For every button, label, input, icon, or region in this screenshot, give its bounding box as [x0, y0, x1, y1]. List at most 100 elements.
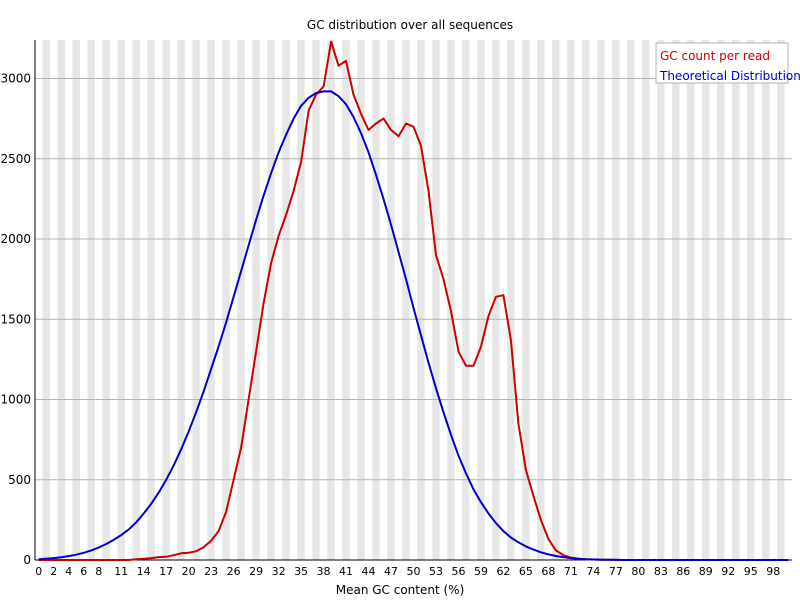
band-4: [64, 40, 73, 560]
y-tick-label-0: 0: [23, 553, 31, 567]
x-axis-label: Mean GC content (%): [336, 583, 465, 597]
band-59: [477, 40, 485, 560]
series-line-theoretical-distribution: [38, 90, 789, 561]
band-34: [289, 40, 298, 560]
band-78: [619, 40, 628, 560]
band-37: [312, 40, 320, 560]
band-19: [177, 40, 185, 560]
band-51: [417, 40, 425, 560]
band-21: [192, 40, 200, 560]
alternating-bands: [35, 40, 792, 560]
band-81: [642, 40, 650, 560]
x-tick-label-68: 68: [541, 565, 555, 578]
band-24: [214, 40, 223, 560]
x-axis-ticks: 0 2 4 6 8 11 14 17 20 23 26 29 32 35 38 41 44 47 50 53 56 59 6…: [35, 565, 780, 578]
band-13: [132, 40, 140, 560]
x-tick-label-83: 83: [654, 565, 668, 578]
x-tick-label-17: 17: [159, 565, 173, 578]
x-tick-label-89: 89: [699, 565, 713, 578]
band-54: [439, 40, 448, 560]
x-tick-label-11: 11: [114, 565, 128, 578]
band-88: [694, 40, 703, 560]
band-73: [582, 40, 590, 560]
band-49: [402, 40, 410, 560]
band-90: [709, 40, 718, 560]
band-8: [94, 40, 103, 560]
band-94: [739, 40, 748, 560]
band-56: [454, 40, 463, 560]
band-23: [207, 40, 215, 560]
band-17: [162, 40, 170, 560]
band-52: [424, 40, 433, 560]
legend: GC count per read Theoretical Distributi…: [655, 42, 800, 84]
band-6: [79, 40, 88, 560]
band-77: [612, 40, 620, 560]
band-55: [447, 40, 455, 560]
band-33: [282, 40, 290, 560]
x-tick-label-98: 98: [766, 565, 780, 578]
band-14: [139, 40, 148, 560]
band-42: [349, 40, 358, 560]
x-tick-label-80: 80: [631, 565, 645, 578]
x-tick-label-0: 0: [35, 565, 42, 578]
band-27: [237, 40, 245, 560]
band-92: [724, 40, 733, 560]
y-tick-label-3000: 3000: [0, 72, 31, 86]
x-tick-label-59: 59: [474, 565, 488, 578]
x-tick-label-56: 56: [451, 565, 465, 578]
band-28: [244, 40, 253, 560]
legend-box: [655, 42, 789, 84]
band-25: [222, 40, 230, 560]
band-20: [184, 40, 193, 560]
band-84: [664, 40, 673, 560]
x-tick-label-65: 65: [519, 565, 533, 578]
y-tick-label-2500: 2500: [0, 152, 31, 166]
band-0: [35, 40, 43, 560]
x-tick-label-20: 20: [182, 565, 196, 578]
x-tick-label-71: 71: [564, 565, 578, 578]
band-86: [679, 40, 688, 560]
band-99: [777, 40, 785, 560]
band-75: [597, 40, 605, 560]
y-tick-label-2000: 2000: [0, 232, 31, 246]
band-16: [154, 40, 163, 560]
y-tick-label-1000: 1000: [0, 393, 31, 407]
x-tick-label-29: 29: [249, 565, 263, 578]
x-tick-label-77: 77: [609, 565, 623, 578]
band-70: [559, 40, 568, 560]
band-95: [747, 40, 755, 560]
band-12: [124, 40, 133, 560]
band-85: [672, 40, 680, 560]
band-50: [409, 40, 418, 560]
x-tick-label-26: 26: [227, 565, 241, 578]
band-22: [199, 40, 208, 560]
band-15: [147, 40, 155, 560]
x-tick-label-86: 86: [676, 565, 690, 578]
band-7: [87, 40, 95, 560]
band-68: [544, 40, 553, 560]
band-43: [357, 40, 365, 560]
x-tick-label-2: 2: [50, 565, 57, 578]
band-80: [634, 40, 643, 560]
x-tick-label-8: 8: [95, 565, 102, 578]
band-5: [72, 40, 80, 560]
band-76: [604, 40, 613, 560]
band-18: [169, 40, 178, 560]
band-31: [267, 40, 275, 560]
x-tick-label-53: 53: [429, 565, 443, 578]
band-63: [507, 40, 515, 560]
band-83: [657, 40, 665, 560]
band-9: [102, 40, 110, 560]
x-tick-label-41: 41: [339, 565, 353, 578]
band-32: [274, 40, 283, 560]
x-tick-label-32: 32: [272, 565, 286, 578]
x-tick-label-74: 74: [586, 565, 600, 578]
band-40: [334, 40, 343, 560]
band-3: [57, 40, 65, 560]
band-53: [432, 40, 440, 560]
band-29: [252, 40, 260, 560]
band-74: [589, 40, 598, 560]
band-79: [627, 40, 635, 560]
